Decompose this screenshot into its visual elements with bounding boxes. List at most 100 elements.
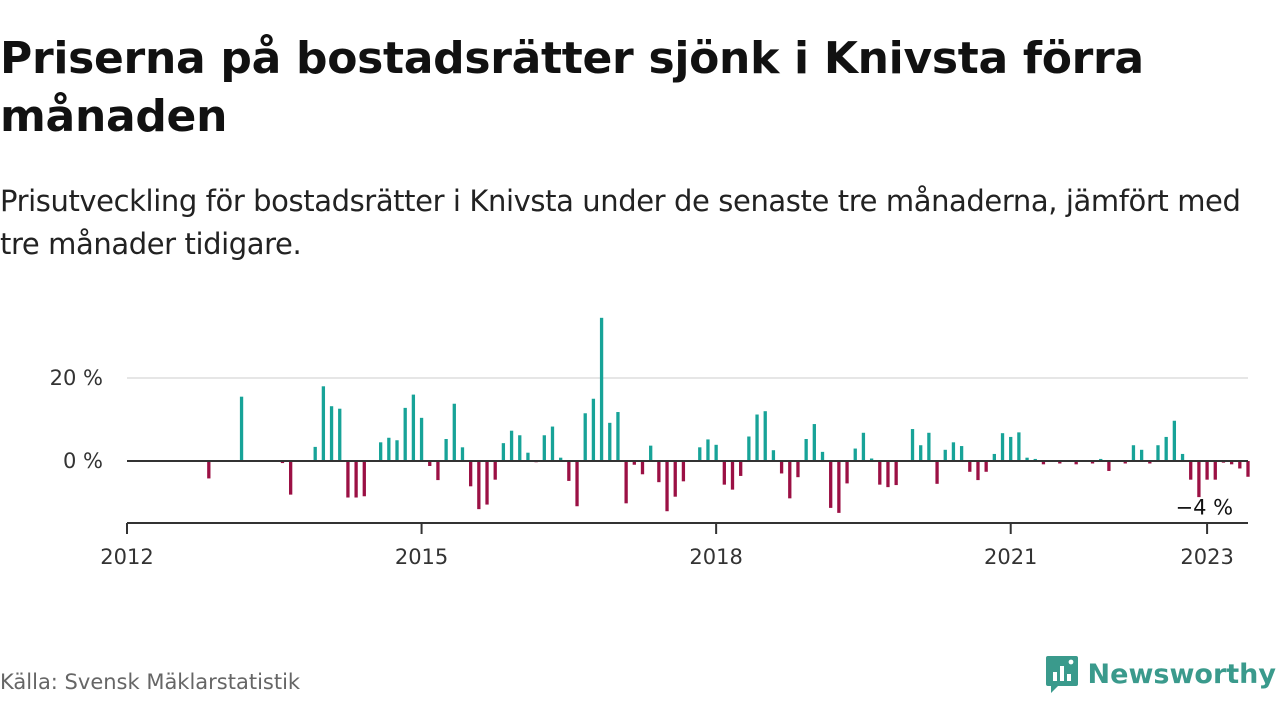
- bar: [542, 435, 546, 461]
- bar: [1107, 461, 1111, 471]
- bar: [280, 461, 285, 464]
- bar: [861, 432, 866, 461]
- bar: [419, 417, 424, 461]
- bar: [1164, 436, 1168, 461]
- bars-layer: [207, 317, 1250, 513]
- bar: [608, 422, 612, 461]
- bar: [599, 317, 604, 461]
- x-tick-label: 2021: [984, 545, 1037, 569]
- bar: [575, 461, 579, 507]
- bar: [1074, 461, 1078, 465]
- bar: [747, 436, 751, 461]
- bar: [1246, 461, 1250, 477]
- bar: [583, 413, 587, 461]
- bar: [886, 461, 890, 488]
- bar: [943, 449, 947, 461]
- bar: [910, 429, 915, 461]
- bar: [1090, 461, 1095, 464]
- bar: [624, 461, 628, 504]
- bar: [829, 461, 833, 508]
- bar: [591, 398, 596, 461]
- bar: [976, 461, 980, 481]
- bar: [509, 430, 514, 461]
- bar: [992, 453, 996, 461]
- bar: [550, 426, 555, 461]
- bar: [428, 461, 432, 466]
- bar: [1017, 432, 1021, 461]
- x-tick-label: 2012: [100, 545, 153, 569]
- bar: [354, 461, 358, 498]
- bar: [845, 461, 849, 484]
- bar: [346, 461, 350, 498]
- newsworthy-logo-icon: [1045, 656, 1078, 693]
- bar: [362, 461, 366, 497]
- axis-layer: 0 % 20 % 2012 2015 2018 2021 2023: [50, 366, 1248, 569]
- bar: [984, 461, 988, 472]
- bar: [485, 461, 489, 505]
- bar: [403, 407, 407, 461]
- bar: [796, 461, 800, 478]
- bar: [1041, 461, 1046, 465]
- bar: [338, 408, 342, 461]
- bar: [1131, 445, 1136, 461]
- bar: [469, 461, 473, 487]
- last-value-annotation: −4 %: [1175, 496, 1233, 520]
- bar: [1099, 458, 1103, 461]
- bar: [387, 437, 391, 461]
- bar: [755, 414, 759, 461]
- bar: [698, 447, 702, 461]
- bar-chart: 0 % 20 % 2012 2015 2018 2021 2023 −4 %: [50, 317, 1250, 569]
- bar: [878, 461, 882, 485]
- bar: [411, 394, 416, 461]
- bar: [837, 461, 841, 513]
- chart-title: Priserna på bostadsrätter sjönk i Knivst…: [0, 33, 1144, 142]
- x-tick-label: 2015: [395, 545, 448, 569]
- bar: [632, 461, 636, 465]
- bar: [640, 461, 645, 475]
- bar: [239, 396, 244, 461]
- bar: [657, 461, 661, 483]
- bar: [673, 461, 677, 497]
- bar: [788, 461, 792, 499]
- bar: [935, 461, 939, 484]
- bar: [1213, 461, 1217, 480]
- bar: [289, 461, 293, 495]
- x-tick-label: 2023: [1180, 545, 1233, 569]
- bar: [714, 444, 718, 461]
- bar: [968, 461, 972, 472]
- chart-subtitle: Prisutveckling för bostadsrätter i Knivs…: [0, 184, 1241, 261]
- bar: [959, 446, 964, 461]
- bar: [493, 461, 497, 480]
- bar: [779, 461, 784, 474]
- bar: [820, 451, 825, 461]
- bar: [894, 461, 898, 486]
- bar: [329, 406, 334, 461]
- bar: [313, 446, 317, 461]
- bar: [567, 461, 571, 481]
- bar: [395, 440, 399, 461]
- bar: [1148, 461, 1152, 464]
- bar: [927, 432, 931, 461]
- bar: [501, 443, 506, 461]
- bar: [706, 439, 710, 461]
- bar: [1189, 461, 1193, 480]
- bar: [1033, 458, 1037, 461]
- newsworthy-logo: Newsworthy: [1044, 652, 1276, 696]
- bar: [1229, 461, 1234, 465]
- bar: [452, 403, 456, 461]
- bar: [1156, 445, 1160, 461]
- bar: [853, 448, 857, 461]
- bar: [207, 461, 211, 479]
- bar: [771, 450, 776, 461]
- bar: [444, 439, 448, 461]
- bar: [665, 461, 669, 512]
- bar: [730, 461, 735, 490]
- newsworthy-logo-text: Newsworthy: [1087, 658, 1276, 690]
- bar: [460, 447, 465, 461]
- x-tick-label: 2018: [689, 545, 742, 569]
- bar: [518, 435, 522, 461]
- bar: [1123, 461, 1127, 464]
- bar: [763, 411, 767, 461]
- bar: [1000, 433, 1005, 461]
- bar: [1205, 461, 1209, 480]
